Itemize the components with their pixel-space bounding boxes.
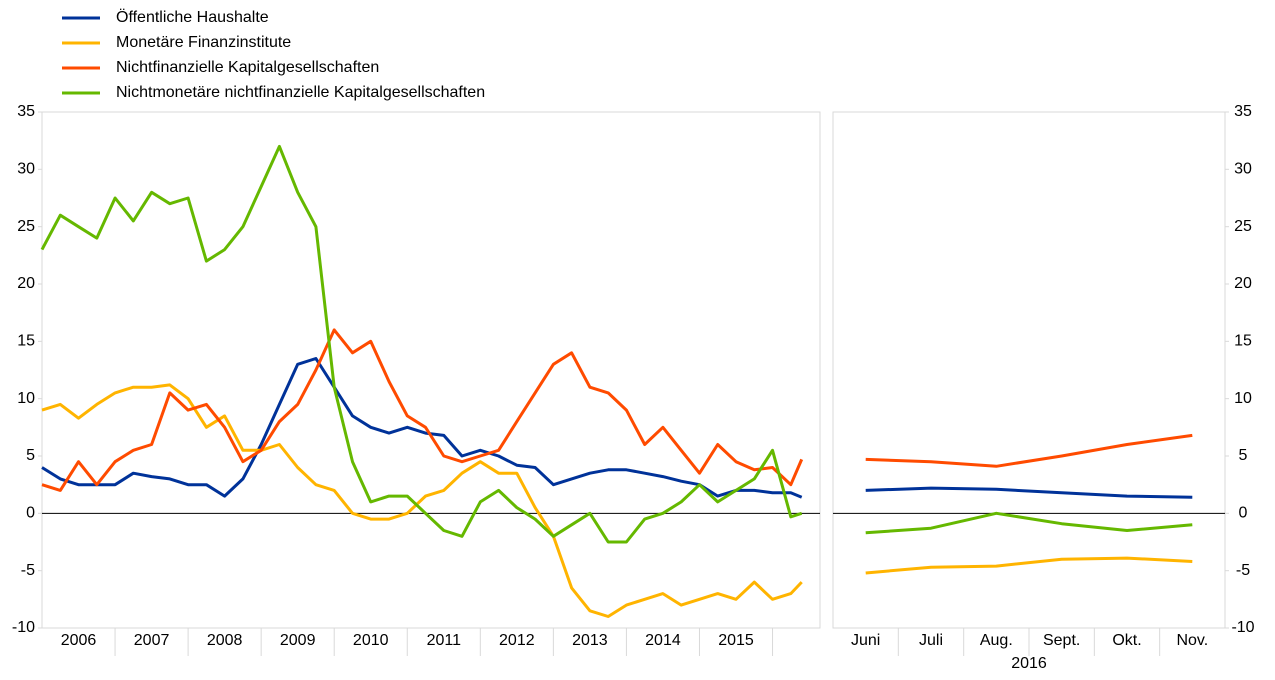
y-tick-label: 5 [1239, 447, 1248, 464]
x-tick-label: 2013 [572, 632, 608, 649]
y-tick-label: 15 [1234, 333, 1252, 350]
x-tick-label: 2009 [280, 632, 316, 649]
series-line [865, 556, 1193, 575]
x-tick-label: Juni [851, 632, 880, 649]
x-tick-label: Aug. [980, 632, 1013, 649]
series-line [40, 144, 803, 544]
series-line [41, 328, 804, 492]
x-tick-label: Sept. [1043, 632, 1080, 649]
plot-frame [832, 111, 1226, 629]
y-tick-label: 30 [17, 161, 35, 178]
x-axis-label: 2016 [1011, 655, 1047, 672]
series-line [41, 357, 803, 499]
y-tick-label: 35 [17, 103, 35, 120]
x-tick-label: 2008 [207, 632, 243, 649]
y-tick-label: -5 [21, 562, 35, 579]
x-tick-label: 2007 [134, 632, 170, 649]
y-tick-label: 15 [17, 333, 35, 350]
y-tick-label: 35 [1234, 103, 1252, 120]
y-tick-label: 25 [1234, 218, 1252, 235]
y-tick-label: -10 [12, 619, 35, 636]
series-line [41, 383, 803, 618]
y-tick-label: -5 [1236, 562, 1250, 579]
x-tick-label: 2012 [499, 632, 535, 649]
y-tick-label: 10 [1234, 390, 1252, 407]
x-tick-label: 2014 [645, 632, 681, 649]
series-line [865, 511, 1193, 535]
x-tick-label: 2015 [718, 632, 754, 649]
y-tick-label: 25 [17, 218, 35, 235]
x-tick-label: 2006 [61, 632, 97, 649]
x-tick-label: Juli [919, 632, 943, 649]
series-line [865, 486, 1193, 499]
y-tick-label: -10 [1231, 619, 1254, 636]
y-tick-label: 20 [17, 275, 35, 292]
x-tick-label: Nov. [1176, 632, 1208, 649]
y-tick-label: 0 [1239, 505, 1248, 522]
y-tick-label: 10 [17, 390, 35, 407]
y-tick-label: 0 [26, 505, 35, 522]
x-tick-label: Okt. [1112, 632, 1141, 649]
plot-frame [41, 111, 821, 629]
legend-label: Monetäre Finanzinstitute [116, 34, 291, 51]
x-tick-label: 2011 [427, 632, 462, 649]
legend-label: Nichtmonetäre nichtfinanzielle Kapitalge… [116, 84, 485, 101]
y-tick-label: 30 [1234, 161, 1252, 178]
legend-label: Öffentliche Haushalte [116, 8, 269, 26]
series-line [865, 433, 1193, 468]
legend-label: Nichtfinanzielle Kapitalgesellschaften [116, 59, 379, 76]
y-tick-label: 20 [1234, 275, 1252, 292]
y-tick-label: 5 [26, 447, 35, 464]
x-tick-label: 2010 [353, 632, 389, 649]
